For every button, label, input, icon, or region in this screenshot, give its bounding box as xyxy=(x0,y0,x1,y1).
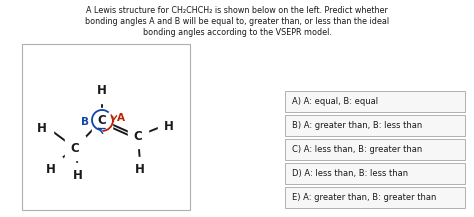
Text: C: C xyxy=(98,113,106,127)
Text: H: H xyxy=(37,122,47,135)
FancyBboxPatch shape xyxy=(285,187,465,208)
Text: A: A xyxy=(117,113,125,123)
FancyBboxPatch shape xyxy=(285,115,465,136)
Text: H: H xyxy=(46,163,56,176)
Text: H: H xyxy=(73,169,83,182)
FancyBboxPatch shape xyxy=(285,139,465,160)
Text: B: B xyxy=(81,117,89,127)
Text: A) A: equal, B: equal: A) A: equal, B: equal xyxy=(292,97,378,106)
FancyBboxPatch shape xyxy=(285,163,465,184)
Text: H: H xyxy=(135,163,145,176)
Text: E) A: greater than, B: greater than: E) A: greater than, B: greater than xyxy=(292,193,437,202)
Text: C: C xyxy=(134,130,142,143)
FancyBboxPatch shape xyxy=(285,91,465,112)
Text: A Lewis structure for CH₂CHCH₂ is shown below on the left. Predict whether: A Lewis structure for CH₂CHCH₂ is shown … xyxy=(86,6,388,15)
Text: bonding angles A and B will be equal to, greater than, or less than the ideal: bonding angles A and B will be equal to,… xyxy=(85,17,389,26)
Text: D) A: less than, B: less than: D) A: less than, B: less than xyxy=(292,169,408,178)
Text: C: C xyxy=(71,141,79,155)
Text: H: H xyxy=(97,84,107,97)
FancyBboxPatch shape xyxy=(22,44,190,210)
Text: H: H xyxy=(164,120,174,133)
Text: B) A: greater than, B: less than: B) A: greater than, B: less than xyxy=(292,121,422,130)
Text: bonding angles according to the VSEPR model.: bonding angles according to the VSEPR mo… xyxy=(143,28,331,37)
Text: C) A: less than, B: greater than: C) A: less than, B: greater than xyxy=(292,145,422,154)
